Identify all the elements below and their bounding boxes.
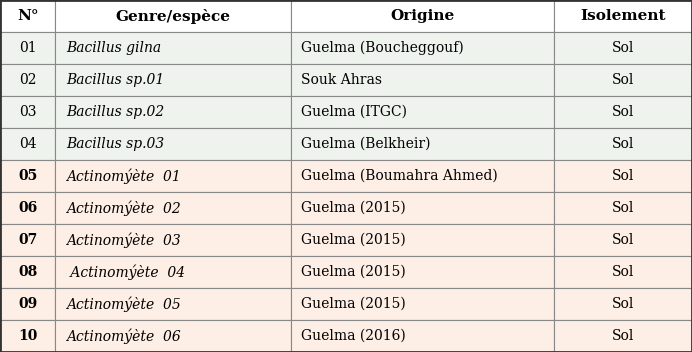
- Text: Sol: Sol: [612, 297, 634, 311]
- Text: 06: 06: [18, 201, 37, 215]
- Bar: [0, 224, 55, 256]
- Text: Actinomýète  06: Actinomýète 06: [66, 328, 181, 344]
- Text: Guelma (ITGC): Guelma (ITGC): [301, 105, 407, 119]
- Bar: [291, 32, 554, 64]
- Text: Guelma (Boucheggouf): Guelma (Boucheggouf): [301, 41, 464, 55]
- Text: Sol: Sol: [612, 233, 634, 247]
- Text: Bacillus gilna: Bacillus gilna: [66, 41, 161, 55]
- Bar: [55, 160, 291, 192]
- Text: 01: 01: [19, 41, 37, 55]
- Text: Guelma (Belkheir): Guelma (Belkheir): [301, 137, 430, 151]
- Bar: [0, 256, 55, 288]
- Bar: [554, 160, 692, 192]
- Bar: [291, 0, 554, 32]
- Bar: [0, 192, 55, 224]
- Bar: [55, 96, 291, 128]
- Text: Guelma (2015): Guelma (2015): [301, 233, 406, 247]
- Text: Guelma (2015): Guelma (2015): [301, 297, 406, 311]
- Bar: [0, 0, 55, 32]
- Bar: [55, 128, 291, 160]
- Text: Actinomýète  03: Actinomýète 03: [66, 232, 181, 248]
- Text: 02: 02: [19, 73, 37, 87]
- Text: Isolement: Isolement: [580, 9, 666, 23]
- Text: Sol: Sol: [612, 41, 634, 55]
- Text: Actinomýète  05: Actinomýète 05: [66, 296, 181, 312]
- Bar: [55, 288, 291, 320]
- Text: Guelma (2016): Guelma (2016): [301, 329, 406, 343]
- Text: 03: 03: [19, 105, 37, 119]
- Text: 04: 04: [19, 137, 37, 151]
- Bar: [554, 96, 692, 128]
- Bar: [0, 288, 55, 320]
- Text: Origine: Origine: [390, 9, 454, 23]
- Bar: [291, 288, 554, 320]
- Bar: [291, 256, 554, 288]
- Text: Sol: Sol: [612, 137, 634, 151]
- Bar: [55, 32, 291, 64]
- Text: 05: 05: [18, 169, 37, 183]
- Bar: [55, 224, 291, 256]
- Bar: [291, 192, 554, 224]
- Text: 09: 09: [18, 297, 37, 311]
- Text: Actinomýète  02: Actinomýète 02: [66, 200, 181, 216]
- Bar: [55, 192, 291, 224]
- Bar: [291, 160, 554, 192]
- Text: Sol: Sol: [612, 265, 634, 279]
- Text: Bacillus sp.02: Bacillus sp.02: [66, 105, 164, 119]
- Bar: [554, 192, 692, 224]
- Bar: [554, 32, 692, 64]
- Bar: [0, 96, 55, 128]
- Bar: [0, 128, 55, 160]
- Text: 10: 10: [18, 329, 37, 343]
- Bar: [0, 160, 55, 192]
- Text: Sol: Sol: [612, 329, 634, 343]
- Text: Sol: Sol: [612, 73, 634, 87]
- Text: 07: 07: [18, 233, 37, 247]
- Bar: [0, 320, 55, 352]
- Bar: [554, 128, 692, 160]
- Bar: [554, 64, 692, 96]
- Text: N°: N°: [17, 9, 39, 23]
- Bar: [0, 32, 55, 64]
- Bar: [554, 0, 692, 32]
- Bar: [291, 224, 554, 256]
- Text: Sol: Sol: [612, 105, 634, 119]
- Bar: [55, 256, 291, 288]
- Bar: [291, 64, 554, 96]
- Bar: [291, 320, 554, 352]
- Bar: [55, 64, 291, 96]
- Text: Guelma (Boumahra Ahmed): Guelma (Boumahra Ahmed): [301, 169, 498, 183]
- Text: Guelma (2015): Guelma (2015): [301, 265, 406, 279]
- Text: 08: 08: [18, 265, 37, 279]
- Bar: [554, 320, 692, 352]
- Bar: [55, 320, 291, 352]
- Bar: [55, 0, 291, 32]
- Text: Sol: Sol: [612, 201, 634, 215]
- Text: Souk Ahras: Souk Ahras: [301, 73, 382, 87]
- Text: Guelma (2015): Guelma (2015): [301, 201, 406, 215]
- Bar: [554, 256, 692, 288]
- Text: Genre/espèce: Genre/espèce: [116, 8, 230, 24]
- Text: Actinomýète  04: Actinomýète 04: [66, 264, 185, 280]
- Text: Bacillus sp.01: Bacillus sp.01: [66, 73, 164, 87]
- Bar: [291, 96, 554, 128]
- Bar: [0, 64, 55, 96]
- Bar: [554, 224, 692, 256]
- Text: Actinomýète  01: Actinomýète 01: [66, 168, 181, 184]
- Bar: [291, 128, 554, 160]
- Bar: [554, 288, 692, 320]
- Text: Sol: Sol: [612, 169, 634, 183]
- Text: Bacillus sp.03: Bacillus sp.03: [66, 137, 164, 151]
